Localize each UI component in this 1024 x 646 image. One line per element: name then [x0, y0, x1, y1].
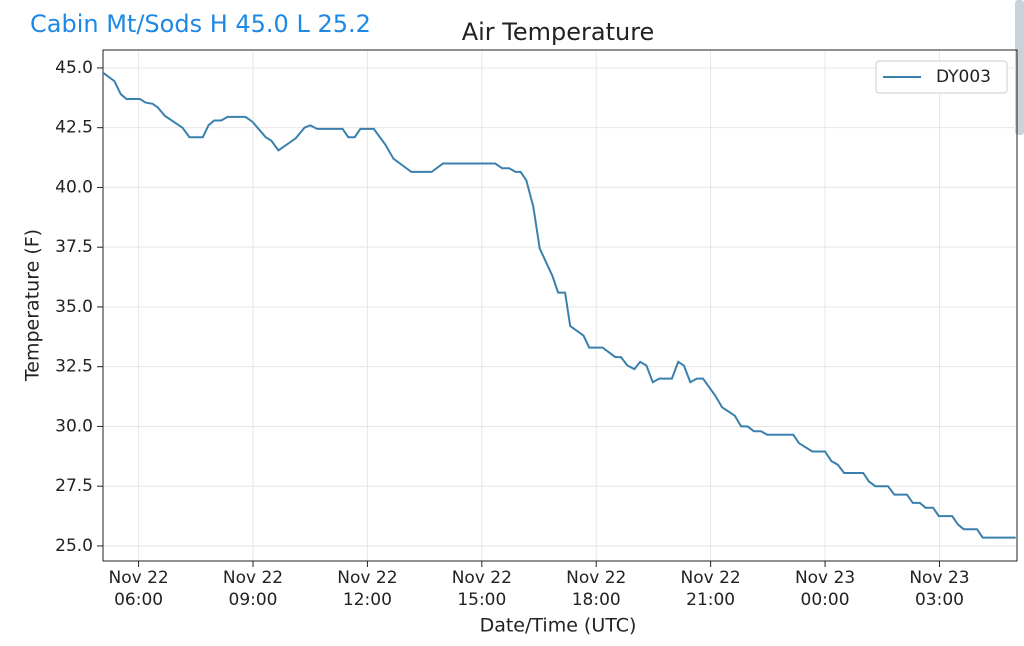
x-tick-label: Nov 22 06:00 [108, 568, 169, 610]
y-tick-label: 32.5 [55, 357, 93, 377]
y-tick-label: 25.0 [55, 536, 93, 556]
x-tick-label: Nov 22 12:00 [337, 568, 398, 610]
x-tick-label: Nov 22 21:00 [680, 568, 741, 610]
y-tick-label: 45.0 [55, 58, 93, 78]
x-axis-label: Date/Time (UTC) [480, 615, 637, 637]
chart-title: Air Temperature [462, 18, 655, 46]
y-tick-label: 27.5 [55, 476, 93, 496]
x-tick-label: Nov 22 15:00 [451, 568, 512, 610]
data-line [102, 71, 1016, 539]
x-tick-label: Nov 23 00:00 [794, 568, 856, 610]
x-tick-label: Nov 23 03:00 [909, 568, 970, 610]
y-tick-label: 37.5 [55, 237, 93, 257]
x-tick-label: Nov 22 18:00 [566, 568, 627, 610]
y-tick-label: 42.5 [55, 118, 93, 138]
legend-box [875, 60, 1008, 94]
x-tick-label: Nov 22 09:00 [222, 568, 284, 610]
station-header: Cabin Mt/Sods H 45.0 L 25.2 [30, 10, 371, 38]
plot-frame [102, 49, 1018, 562]
y-tick-label: 30.0 [55, 416, 93, 436]
y-axis-label: Temperature (F) [22, 229, 44, 382]
y-tick-label: 35.0 [55, 297, 93, 317]
legend-label: DY003 [936, 67, 991, 87]
y-tick-label: 40.0 [55, 177, 93, 197]
